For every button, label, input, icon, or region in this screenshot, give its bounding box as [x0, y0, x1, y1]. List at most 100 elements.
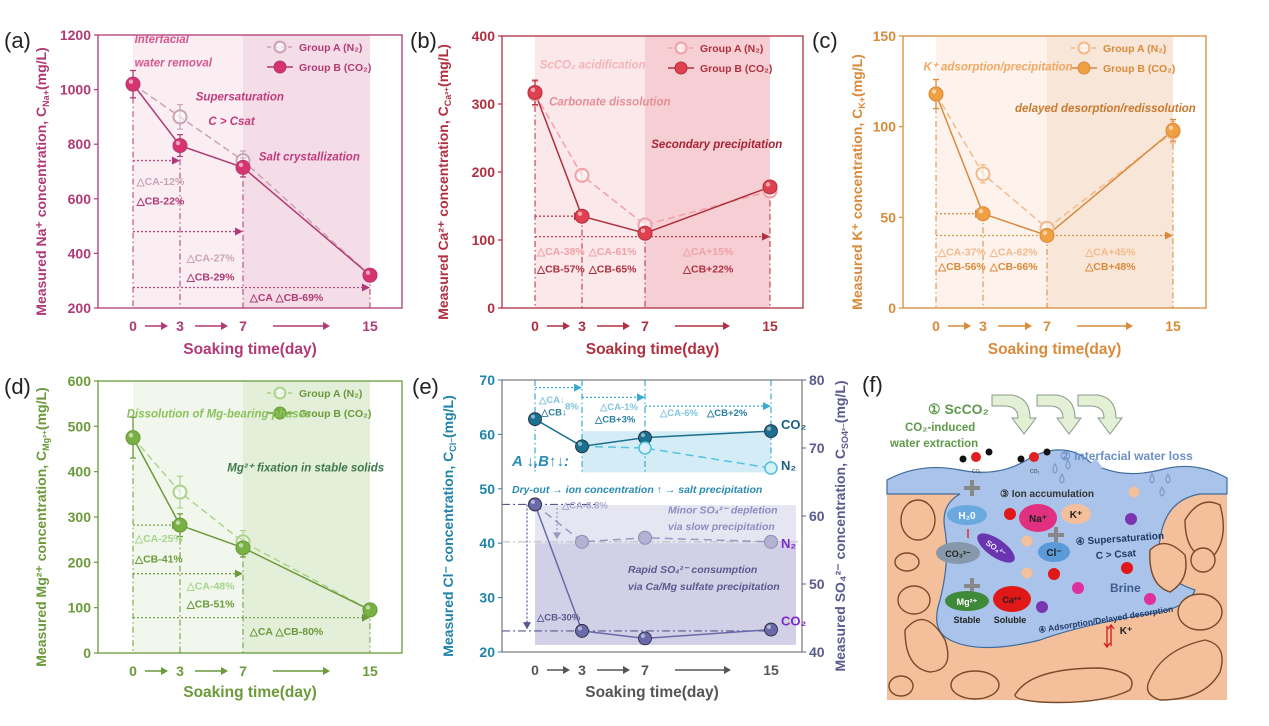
data-point-group-b	[235, 159, 251, 175]
shaded-region-early	[133, 35, 243, 308]
data-point-highlight	[767, 426, 771, 431]
y-tick-label: 800	[68, 136, 92, 152]
shaded-region-late	[243, 35, 370, 308]
rock-grain	[904, 618, 949, 673]
series-line-group-a	[132, 437, 371, 611]
k-ion	[1061, 504, 1091, 524]
data-point	[575, 534, 589, 549]
na-ion	[1019, 504, 1057, 532]
data-point-group-b	[1039, 227, 1055, 243]
legend-label: Group B (CO₂)	[299, 62, 371, 74]
x-axis-title: Soaking time(day)	[585, 684, 719, 701]
rock-grain	[1190, 547, 1216, 573]
legend-label: Group A (N₂)	[700, 43, 763, 55]
x-tick-label: 3	[176, 318, 184, 334]
annotation-text: Supersaturation	[196, 92, 284, 104]
step4-csat: C > Csat	[1095, 548, 1137, 562]
data-point-group-b	[172, 517, 188, 533]
x-tick-label: 3	[578, 318, 586, 334]
ion-particles	[1004, 486, 1156, 613]
y-tick-label: 150	[873, 28, 897, 44]
soluble-label: Soluble	[994, 615, 1027, 625]
data-point-highlight	[640, 228, 646, 233]
delta-label: △CA-25%	[134, 533, 183, 545]
legend-label: Group B (CO₂)	[1103, 63, 1175, 75]
x-axis-arrow-head	[221, 322, 228, 330]
data-point-highlight	[578, 626, 582, 631]
rock-grain	[950, 670, 1000, 700]
co3-ion	[936, 542, 980, 564]
delta-label: △CB+2%	[706, 408, 748, 419]
shaded-region-early	[133, 381, 243, 653]
data-point-group-b	[362, 267, 378, 283]
data-point	[764, 534, 778, 549]
x-axis-arrow-head	[563, 666, 570, 674]
panel-d-mg-concentration-chart: 0 100 200 300 400 500 600 Measured Mg²⁺ concent…	[4, 373, 403, 701]
co2-molecule-icon: CO₂	[959, 448, 993, 475]
delta-label: △CA-12%	[136, 176, 185, 188]
data-point-group-b	[574, 208, 590, 224]
data-point-highlight	[931, 89, 937, 94]
annotation-text: Minor SO₄²⁻ depletion	[668, 504, 778, 516]
svg-text:CO₃²⁻: CO₃²⁻	[945, 549, 971, 559]
panel-label: (b)	[410, 28, 437, 53]
so4-ion	[977, 533, 1015, 563]
shaded-region-early	[535, 36, 645, 308]
x-axis-arrow-head	[161, 322, 168, 330]
x-tick-label: 3	[578, 662, 586, 678]
panel-b-ca-concentration-chart: 0 100 200 300 400 Measured Ca²⁺ concentration…	[410, 28, 804, 358]
y-tick-label: 200	[68, 300, 92, 316]
panel-label: (d)	[4, 374, 31, 399]
x-tick-label: 15	[362, 663, 378, 679]
delta-label: △CB-22%	[136, 195, 185, 207]
data-point	[528, 497, 542, 512]
reference-arrow-head	[762, 232, 770, 241]
delta-label: △CB-56%	[937, 261, 986, 273]
data-point-highlight	[238, 162, 244, 168]
panel-label: (c)	[812, 28, 838, 53]
mg-ion	[945, 591, 989, 611]
y-tick-label: 0	[487, 300, 495, 316]
data-point	[764, 461, 778, 475]
shaded-region-so4-rapid	[535, 543, 796, 645]
delta-label: △CA-27%	[186, 253, 235, 265]
delta-arrow-head	[553, 532, 561, 540]
x-axis-arrow-head	[623, 666, 630, 674]
x-tick-label: 0	[932, 318, 940, 334]
annotation-text: Interfacial	[135, 34, 190, 46]
x-axis-title: Soaking time(day)	[586, 341, 720, 358]
rock-grain	[1177, 593, 1223, 631]
series-end-label: CO₂	[781, 417, 807, 432]
delta-label: △CB+3%	[594, 414, 636, 425]
delta-label: △CB-30%	[536, 612, 581, 623]
y-axis-title: Measured Na⁺ concentration, CNa+(mg/L)	[33, 47, 51, 315]
series-line-group-b	[132, 83, 371, 276]
data-point-highlight	[128, 79, 134, 84]
ca-ion	[993, 586, 1031, 612]
legend-label: Group B (CO₂)	[299, 408, 371, 420]
reference-arrow-head	[235, 227, 243, 236]
delta-label: △CA-1%	[599, 402, 638, 413]
y-axis-title: Measured Ca²⁺ concentration, CCa²⁺(mg/L)	[435, 44, 453, 320]
legend-marker-filled	[273, 60, 287, 74]
k-ion-adsorbed	[1111, 620, 1141, 640]
x-axis-arrow-head	[724, 666, 731, 674]
rock-grain	[1184, 501, 1224, 561]
x-axis-arrow-head	[1025, 322, 1032, 330]
svg-text:Cl⁻: Cl⁻	[1046, 548, 1061, 559]
data-point-highlight	[530, 87, 536, 93]
y-tick-label: 100	[68, 600, 92, 616]
shaded-region-late	[1047, 36, 1173, 308]
shaded-region-cl	[582, 431, 771, 473]
data-point-highlight	[238, 543, 244, 548]
delta-label: △CA+45%	[1084, 246, 1136, 258]
data-point-highlight	[978, 209, 984, 214]
y-tick-label-right: 70	[809, 440, 825, 456]
series-end-label: N₂	[781, 536, 796, 551]
delta-label: △CA-48%	[186, 581, 235, 593]
y-axis-title-right: Measured SO₄²⁻ concentration, CSO4²⁻(mg/…	[832, 380, 850, 671]
shaded-region-late	[243, 381, 370, 653]
step3-label: ③ Ion accumulation	[1000, 489, 1094, 500]
series-line	[581, 445, 772, 469]
y-tick-label: 400	[68, 464, 92, 480]
